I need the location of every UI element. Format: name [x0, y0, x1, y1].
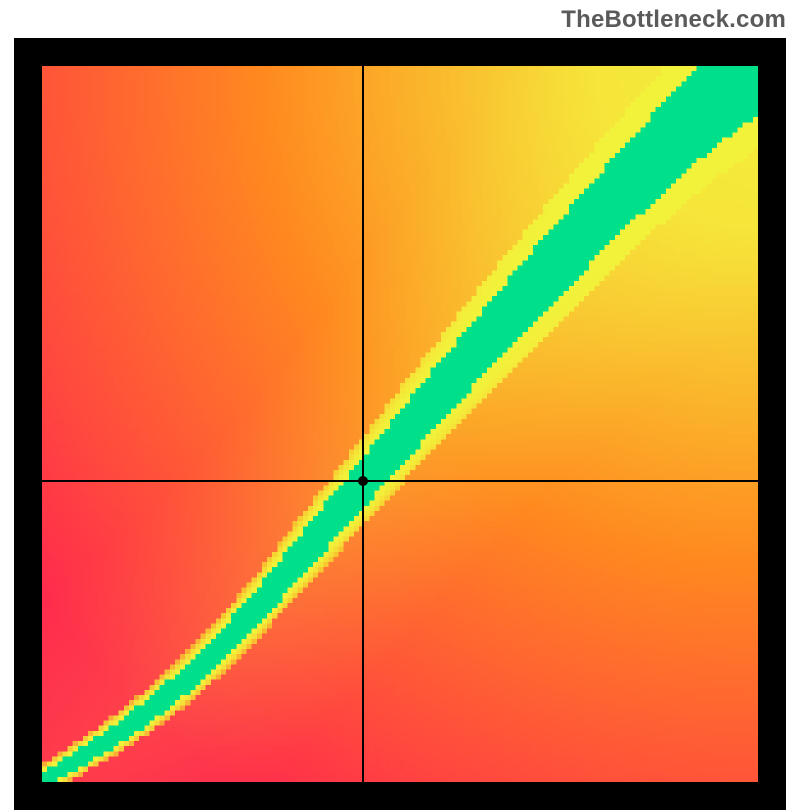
- chart-container: TheBottleneck.com: [0, 0, 800, 800]
- crosshair-vertical: [362, 66, 364, 782]
- crosshair-horizontal: [42, 480, 758, 482]
- watermark-text: TheBottleneck.com: [561, 6, 786, 34]
- crosshair-marker: [358, 476, 368, 486]
- heatmap-canvas: [42, 66, 758, 782]
